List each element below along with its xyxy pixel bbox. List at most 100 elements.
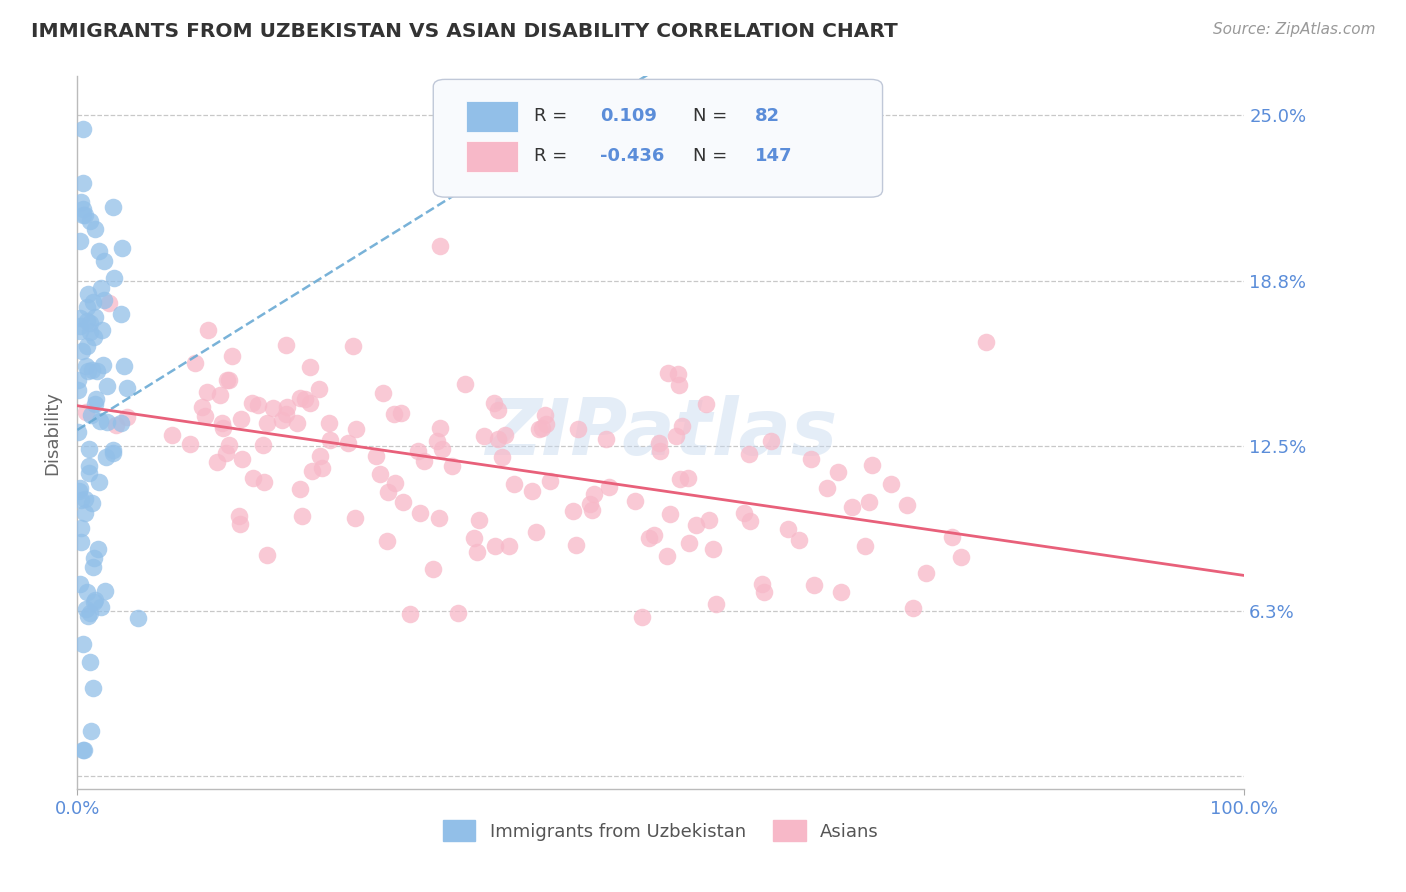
Point (87, 244, 110, 259)
Point (343, 511, 366, 525)
Point (211, 416, 233, 430)
Point (77, 467, 100, 481)
Point (582, 487, 605, 501)
Point (76, 609, 98, 624)
Point (67, 373, 90, 387)
Point (253, 475, 276, 489)
Point (247, 398, 270, 412)
Point (101, 446, 124, 460)
Point (93, 253, 115, 268)
Point (377, 534, 399, 549)
Point (655, 549, 678, 563)
Point (308, 382, 330, 396)
Point (69, 481, 91, 495)
Point (271, 413, 294, 427)
Point (671, 419, 693, 434)
Point (399, 607, 422, 621)
Point (70, 521, 93, 535)
Text: -0.436: -0.436 (600, 147, 665, 165)
Point (94, 584, 117, 599)
Point (67, 383, 90, 397)
Point (73, 743, 96, 757)
Point (623, 494, 645, 508)
Point (524, 524, 547, 539)
Point (309, 449, 332, 463)
Point (406, 444, 429, 458)
Point (427, 510, 450, 524)
Point (218, 373, 240, 387)
Point (75, 405, 97, 419)
Point (97, 296, 120, 310)
Point (103, 270, 125, 285)
Point (827, 465, 849, 479)
Point (76, 314, 98, 328)
Point (538, 475, 561, 489)
Point (685, 518, 707, 533)
Point (288, 391, 311, 405)
Point (104, 418, 127, 433)
Point (678, 535, 700, 549)
Point (472, 429, 495, 443)
Text: 147: 147 (755, 147, 793, 165)
Point (740, 515, 762, 529)
Point (72, 176, 94, 190)
Point (231, 412, 253, 426)
Point (695, 397, 717, 411)
Point (256, 549, 278, 563)
Point (184, 356, 207, 370)
Point (101, 200, 124, 214)
Point (91, 323, 114, 337)
Point (384, 475, 406, 490)
Point (733, 506, 755, 520)
Point (860, 458, 883, 472)
Point (101, 443, 124, 458)
Point (830, 585, 852, 599)
Point (432, 442, 454, 456)
Point (276, 401, 298, 415)
Point (75, 492, 97, 507)
Point (69, 310, 91, 325)
Point (429, 238, 451, 252)
Point (72, 121, 94, 136)
Point (79, 326, 101, 340)
Point (484, 396, 506, 410)
Point (195, 384, 218, 399)
Point (491, 450, 513, 464)
Point (67, 425, 90, 439)
Point (659, 507, 682, 521)
Point (787, 533, 810, 547)
Point (294, 392, 316, 406)
Point (76, 300, 98, 314)
Point (530, 421, 553, 435)
Point (76, 364, 98, 378)
Point (291, 509, 314, 524)
Point (82, 560, 104, 574)
Point (299, 396, 322, 410)
Point (221, 350, 243, 364)
Point (422, 562, 444, 576)
Point (111, 241, 134, 255)
Point (581, 503, 603, 517)
Point (67, 483, 90, 498)
Point (79, 316, 101, 330)
Point (392, 494, 415, 508)
Point (211, 420, 233, 434)
Point (643, 528, 665, 542)
Point (631, 610, 654, 624)
Point (72, 637, 94, 651)
Text: R =: R = (534, 108, 572, 126)
Point (242, 471, 264, 485)
Point (803, 578, 825, 592)
Text: ZIPatlas: ZIPatlas (485, 394, 837, 471)
Point (858, 495, 880, 509)
Point (447, 606, 470, 620)
Point (69, 577, 91, 591)
Point (127, 611, 149, 625)
Point (110, 307, 132, 321)
Point (79, 606, 101, 620)
Point (205, 455, 228, 469)
Point (657, 366, 679, 380)
Point (72, 743, 94, 757)
Text: IMMIGRANTS FROM UZBEKISTAN VS ASIAN DISABILITY CORRELATION CHART: IMMIGRANTS FROM UZBEKISTAN VS ASIAN DISA… (31, 22, 897, 41)
Point (87, 475, 110, 489)
